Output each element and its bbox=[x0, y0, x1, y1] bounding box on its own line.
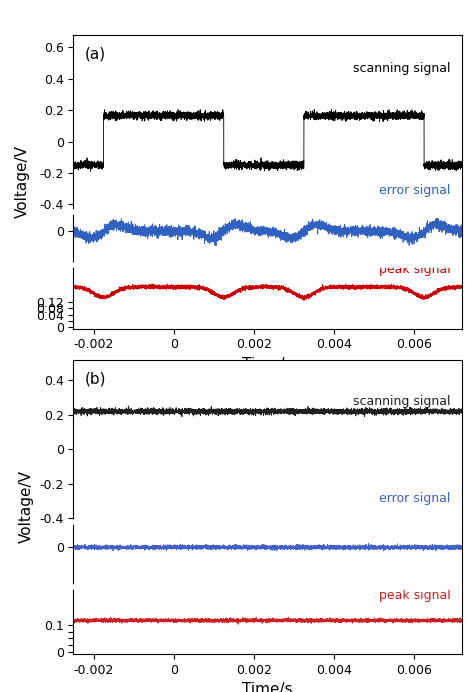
Text: peak signal: peak signal bbox=[379, 264, 450, 276]
Text: (a): (a) bbox=[85, 46, 106, 62]
Text: scanning signal: scanning signal bbox=[353, 394, 450, 408]
Y-axis label: Voltage/V: Voltage/V bbox=[19, 471, 34, 543]
Text: error signal: error signal bbox=[379, 491, 450, 504]
Text: (b): (b) bbox=[85, 372, 107, 387]
Text: scanning signal: scanning signal bbox=[353, 62, 450, 75]
X-axis label: Time/s: Time/s bbox=[243, 357, 293, 372]
X-axis label: Time/s: Time/s bbox=[243, 682, 293, 692]
Text: peak signal: peak signal bbox=[379, 589, 450, 601]
Y-axis label: Voltage/V: Voltage/V bbox=[15, 145, 30, 218]
Text: error signal: error signal bbox=[379, 184, 450, 197]
